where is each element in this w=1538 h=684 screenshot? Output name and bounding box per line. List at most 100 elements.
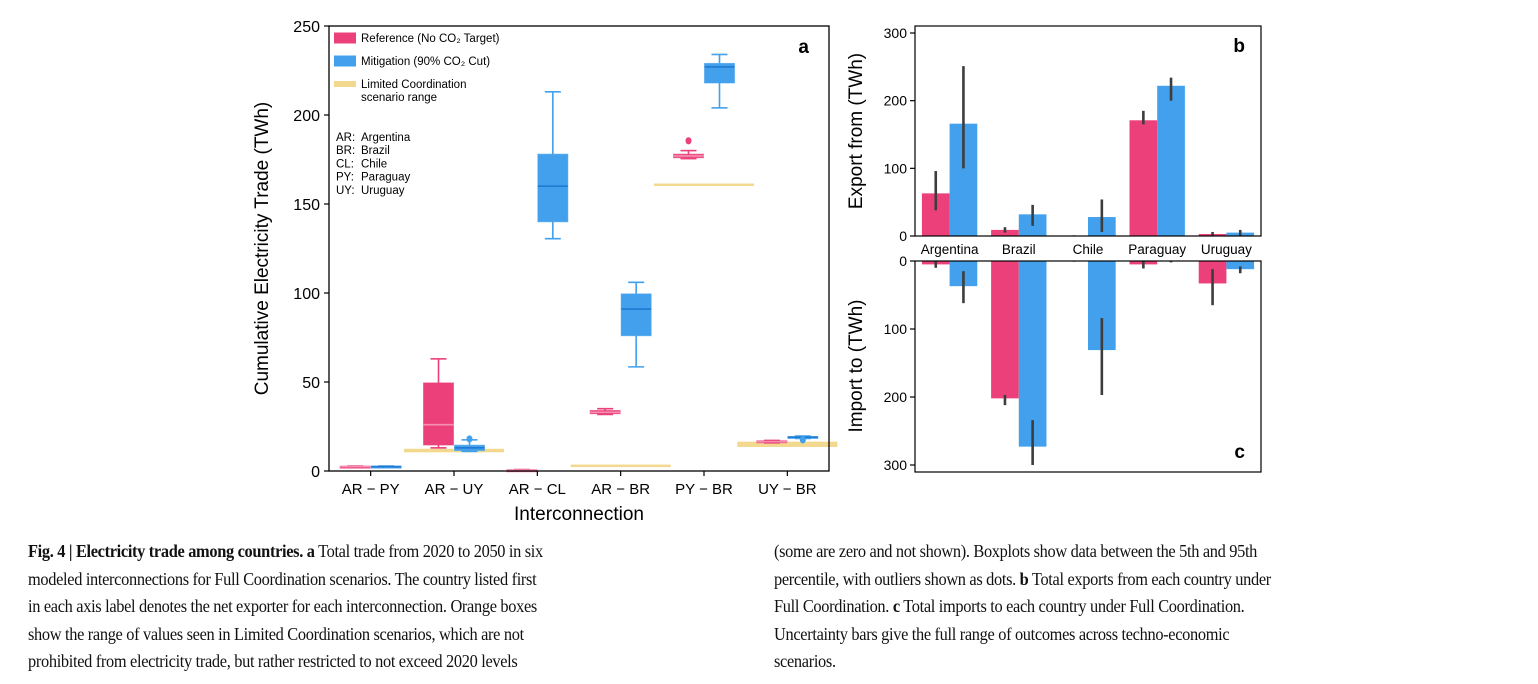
boxplot-reference [673,137,704,160]
y-tick-label: 0 [311,464,320,481]
legend-label-limited: Limited Coordination [361,79,466,91]
bar-mitigation [1226,261,1255,270]
x-tick-label: Chile [1073,242,1104,257]
x-tick-label: UY − BR [758,481,817,498]
caption-line: modeled interconnections for Full Coordi… [28,566,748,594]
y-tick-label: 100 [884,321,908,337]
panel-label: c [1234,442,1245,463]
y-tick-label: 250 [293,19,320,36]
x-tick-label: AR − PY [342,481,400,498]
panel-b-export-bars: 0 100 200 300 Argentina Brazil Chile Paraguay Ur… [846,25,1262,257]
y-tick-label: 200 [884,93,908,109]
caption-line: prohibited from electricity trade, but r… [28,648,748,676]
caption-text: scenarios. [774,651,836,672]
boxplot-mitigation [537,91,569,240]
caption-text: modeled interconnections for Full Coordi… [28,568,537,589]
boxplot-reference [423,358,454,449]
y-tick-label: 0 [899,253,907,269]
caption-text: percentile, with outliers shown as dots. [774,568,1020,589]
boxplot-reference [756,439,788,444]
caption-line: (some are zero and not shown). Boxplots … [774,538,1512,566]
boxplot-mitigation [787,435,819,444]
bar-reference [991,229,1019,236]
abbrev-code: AR: [336,132,355,144]
caption-text: Total exports from each country under [1028,568,1271,589]
caption-text: Full Coordination. [774,596,893,617]
legend-label-mitigation: Mitigation (90% CO₂ Cut) [361,56,490,68]
bar-reference [991,261,1019,399]
abbrev-name: Brazil [361,145,390,157]
figure-caption-left: Fig. 4 | Electricity trade among countri… [28,538,748,676]
boxplot-mitigation [704,53,735,109]
box [537,153,569,223]
abbrev-name: Uruguay [361,185,405,197]
abbrev-name: Argentina [361,132,411,144]
caption-bold-text: Fig. 4 | Electricity trade among countri… [28,541,315,561]
x-tick-label: AR − UY [425,481,484,498]
caption-text: in each axis label denotes the net expor… [28,596,537,617]
abbrev-name: Chile [361,158,387,170]
x-tick-label: Brazil [1002,242,1036,257]
y-axis-label: Export from (TWh) [846,53,867,209]
panel-a-boxplot: 0 50 100 150 200 250 AR − PY AR − UY AR − CL AR −… [252,19,838,525]
caption-text: Total trade from 2020 to 2050 in six [314,541,543,561]
caption-line: Uncertainty bars give the full range of … [774,621,1512,649]
legend-swatch-mitigation [334,55,356,67]
legend-label-reference: Reference (No CO₂ Target) [361,33,500,45]
y-tick-label: 50 [302,375,320,392]
y-tick-label: 300 [884,457,908,473]
caption-line: Full Coordination. c Total imports to ea… [774,593,1512,621]
axes-frame [914,260,1262,473]
x-tick-label: Uruguay [1201,242,1252,257]
limited-coordination-range [737,441,838,447]
outlier-dot [466,435,473,443]
boxplot-reference [339,465,371,469]
boxplot-reference [589,407,621,416]
y-axis-label: Cumulative Electricity Trade (TWh) [252,102,273,396]
y-tick-label: 150 [293,197,320,214]
caption-text: (some are zero and not shown). Boxplots … [774,541,1258,561]
x-tick-label: AR − BR [591,481,650,498]
panel-label: a [798,37,809,58]
caption-text: Total imports to each country under Full… [899,596,1245,617]
x-tick-label: Paraguay [1128,242,1186,257]
caption-text: Uncertainty bars give the full range of … [774,623,1230,644]
abbrev-code: BR: [336,145,355,157]
legend-label-limited-line2: scenario range [361,92,437,104]
abbrev-code: UY: [336,185,355,197]
panel-c-import-bars: 0 100 200 300 Import to (TWh) c [846,253,1262,473]
x-tick-label: PY − BR [675,481,733,498]
y-tick-label: 200 [884,389,908,405]
axes-frame [328,25,830,472]
boxplot-mitigation [370,465,402,469]
bar-mitigation [1157,85,1185,236]
outlier-dot [685,137,692,145]
box [423,382,454,446]
boxplot-mitigation [620,281,652,368]
y-axis-label: Import to (TWh) [846,299,867,432]
x-tick-label: Argentina [921,242,979,257]
x-tick-label: AR − CL [509,481,566,498]
bar-mitigation [1018,261,1047,447]
axes-frame [914,25,1262,237]
caption-bold-text: b [1019,568,1029,589]
limited-coordination-range [570,464,671,468]
panel-label: b [1233,36,1245,57]
caption-line: in each axis label denotes the net expor… [28,593,748,621]
legend-swatch-limited [334,81,356,87]
abbrev-code: CL: [336,158,354,170]
box [704,62,735,84]
y-tick-label: 100 [884,160,908,176]
y-tick-label: 200 [293,108,320,125]
caption-text: prohibited from electricity trade, but r… [28,651,518,672]
figure-4: 0 50 100 150 200 250 AR − PY AR − UY AR − CL AR −… [252,19,1262,525]
outlier-dot [799,436,806,444]
bar-reference [1129,120,1158,236]
y-tick-label: 100 [293,286,320,303]
limited-coordination-range [654,183,754,187]
caption-line: percentile, with outliers shown as dots.… [774,566,1512,594]
caption-text: show the range of values seen in Limited… [28,623,524,644]
box [620,293,652,337]
figure-caption-right: (some are zero and not shown). Boxplots … [774,538,1512,676]
y-tick-label: 300 [884,25,908,41]
